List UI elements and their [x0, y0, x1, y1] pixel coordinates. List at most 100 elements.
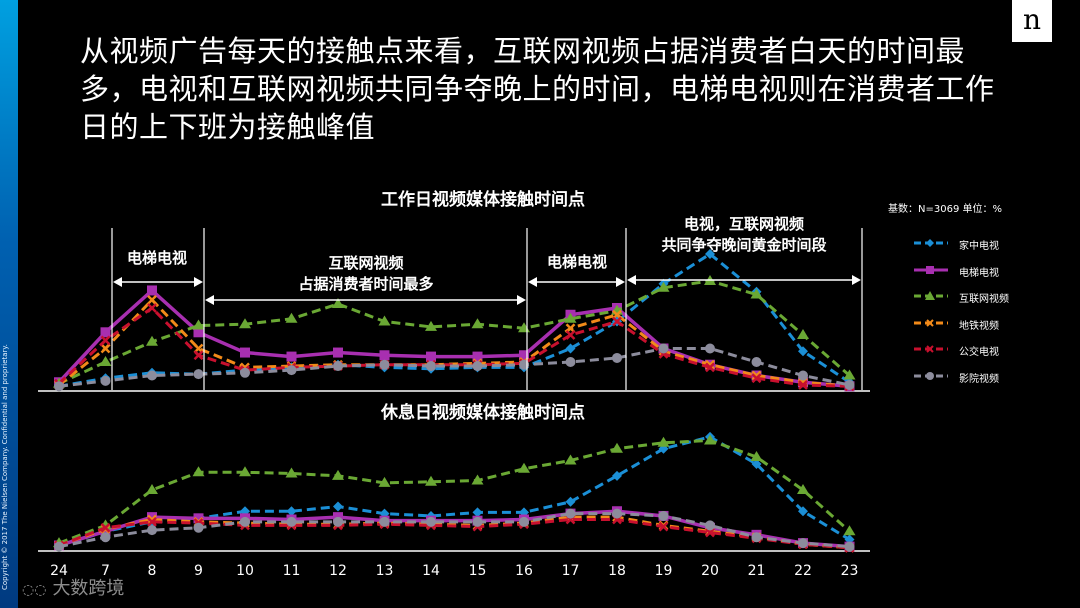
- point-1-家中电视-12: [333, 501, 343, 512]
- point-1-影院视频-15: [472, 516, 483, 527]
- point-0-公交电视-20: [705, 362, 715, 373]
- arrow-elevator2-head-left: [528, 277, 537, 287]
- point-1-影院视频-9: [193, 522, 204, 533]
- point-1-互联网视频-23: [843, 525, 856, 536]
- point-0-电梯电视-12: [333, 347, 343, 358]
- point-0-公交电视-9: [193, 350, 204, 361]
- point-1-互联网视频-22: [797, 484, 809, 494]
- point-1-影院视频-11: [286, 516, 297, 527]
- legend-label: 电梯电视: [959, 267, 999, 279]
- series-line-0-互联网视频: [58, 279, 851, 385]
- legend-item-地铁视频: 地铁视频: [912, 314, 1052, 341]
- legend-item-家中电视: 家中电视: [912, 234, 1052, 261]
- point-0-影院视频-14: [426, 361, 436, 372]
- point-0-家中电视-17: [565, 343, 576, 354]
- point-1-互联网视频-16: [518, 462, 530, 473]
- legend-swatch-公交电视: [914, 345, 948, 353]
- arrow-elevator-head-left: [113, 277, 122, 287]
- point-0-电梯电视-7: [100, 327, 111, 338]
- point-1-互联网视频-21: [750, 450, 763, 461]
- point-1-影院视频-16: [519, 516, 529, 527]
- legend-label: 家中电视: [959, 241, 999, 252]
- point-0-互联网视频-14: [425, 320, 437, 331]
- series-line-0-影院视频: [58, 347, 850, 388]
- point-1-家中电视-15: [472, 507, 483, 518]
- point-0-影院视频-7: [100, 375, 111, 386]
- series-line-1-家中电视: [58, 435, 851, 549]
- point-1-互联网视频-18: [611, 442, 623, 453]
- point-1-家中电视-17: [565, 496, 576, 507]
- point-1-互联网视频-17: [564, 454, 577, 465]
- x-tick-24: 24: [50, 563, 68, 579]
- arrow-internet-head-right: [517, 295, 526, 305]
- point-1-影院视频-17: [565, 508, 576, 519]
- point-0-互联网视频-22: [797, 329, 809, 339]
- point-0-影院视频-11: [286, 365, 297, 376]
- legend-swatch-电梯电视: [914, 265, 948, 274]
- point-1-电梯电视-9: [193, 513, 204, 524]
- series-line-1-公交电视: [58, 518, 850, 550]
- point-1-公交电视-8: [147, 516, 157, 527]
- page-headline: 从视频广告每天的接触点来看，互联网视频占据消费者白天的时间最多，电视和互联网视频…: [80, 34, 995, 144]
- x-tick-22: 22: [794, 563, 812, 579]
- point-1-互联网视频-15: [471, 474, 484, 485]
- point-0-电梯电视-11: [286, 351, 297, 362]
- chart-legend: 家中电视 电梯电视 互联网视频 地铁视频 公交电视 影院视频: [912, 234, 1052, 393]
- point-0-家中电视-22: [798, 346, 808, 357]
- x-tick-13: 13: [376, 563, 394, 579]
- arrow-evening-head-right: [852, 275, 861, 285]
- point-1-公交电视-20: [705, 527, 715, 538]
- annotation-elevator2: 电梯电视: [547, 253, 607, 271]
- point-1-互联网视频-8: [146, 484, 158, 494]
- x-tick-23: 23: [841, 563, 859, 579]
- x-tick-8: 8: [148, 563, 157, 579]
- point-0-电梯电视-8: [147, 285, 157, 296]
- point-0-影院视频-12: [333, 361, 343, 372]
- point-0-互联网视频-17: [564, 312, 577, 323]
- series-line-1-互联网视频: [58, 438, 851, 545]
- x-tick-21: 21: [748, 563, 766, 579]
- legend-label: 地铁视频: [959, 320, 999, 332]
- point-0-公交电视-18: [612, 316, 622, 327]
- point-0-影院视频-9: [193, 369, 204, 380]
- x-tick-12: 12: [329, 563, 347, 579]
- point-0-影院视频-8: [147, 370, 157, 381]
- point-0-影院视频-20: [705, 343, 715, 354]
- x-tick-15: 15: [469, 563, 487, 579]
- point-0-影院视频-19: [658, 343, 669, 354]
- point-0-影院视频-10: [240, 367, 250, 378]
- point-0-影院视频-18: [612, 352, 622, 363]
- point-1-影院视频-7: [100, 532, 111, 543]
- annotation-elevator: 电梯电视: [127, 249, 187, 267]
- legend-swatch-家中电视: [914, 239, 948, 247]
- point-1-影院视频-22: [798, 538, 808, 549]
- legend-item-影院视频: 影院视频: [912, 367, 1052, 394]
- point-0-电梯电视-10: [240, 347, 250, 358]
- legend-label: 影院视频: [959, 373, 999, 385]
- x-tick-11: 11: [283, 563, 301, 579]
- point-1-影院视频-8: [147, 525, 157, 536]
- point-0-电梯电视-16: [519, 350, 529, 361]
- point-1-互联网视频-19: [657, 436, 670, 447]
- point-0-电梯电视-13: [379, 350, 390, 361]
- point-0-电梯电视-15: [472, 351, 483, 362]
- x-tick-16: 16: [515, 563, 533, 579]
- series-line-0-公交电视: [57, 306, 850, 388]
- legend-item-电梯电视: 电梯电视: [912, 261, 1052, 288]
- point-1-互联网视频-14: [425, 475, 437, 486]
- point-0-影院视频-23: [844, 379, 855, 390]
- x-tick-19: 19: [655, 563, 673, 579]
- brand-sidebar-stripe: [0, 0, 18, 608]
- point-0-影院视频-21: [751, 357, 762, 367]
- point-1-家中电视-11: [286, 506, 297, 517]
- point-0-影院视频-15: [472, 361, 483, 372]
- point-0-互联网视频-12: [332, 297, 344, 308]
- point-1-家中电视-18: [612, 470, 622, 481]
- point-1-影院视频-20: [705, 520, 715, 531]
- series-line-1-影院视频: [58, 512, 850, 549]
- point-0-互联网视频-11: [285, 312, 298, 323]
- legend-item-互联网视频: 互联网视频: [912, 287, 1052, 314]
- legend-swatch-影院视频: [914, 371, 948, 380]
- point-0-影院视频-22: [798, 370, 808, 381]
